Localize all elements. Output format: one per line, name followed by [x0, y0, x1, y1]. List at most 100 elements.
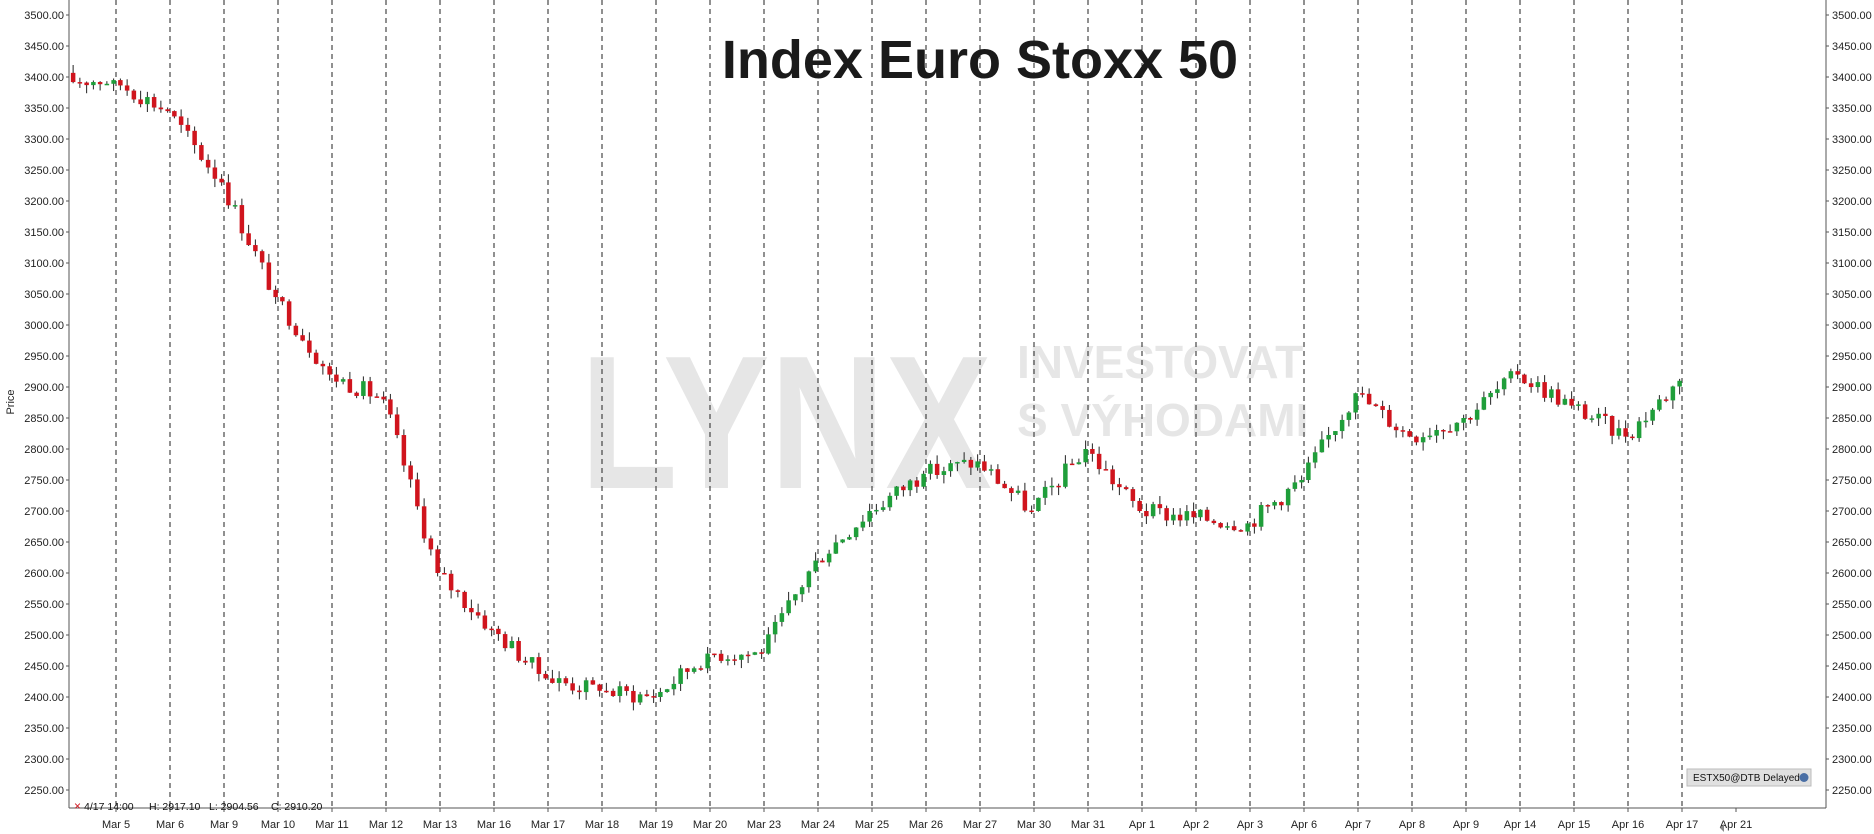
candle-up — [91, 82, 96, 86]
candle-up — [880, 507, 886, 510]
candle-up — [705, 653, 710, 669]
candle-down — [1630, 436, 1635, 439]
candle-up — [691, 668, 697, 672]
candle-down — [502, 634, 508, 649]
candle-up — [678, 668, 683, 684]
candle-down — [354, 392, 359, 396]
y-tick-label-left: 3100.00 — [24, 258, 64, 270]
candle-up — [1474, 409, 1480, 420]
candle-down — [435, 549, 440, 573]
candle-down — [1522, 374, 1527, 384]
candle-down — [1542, 382, 1547, 398]
candle-down — [415, 479, 420, 507]
candle-up — [948, 463, 953, 472]
candle-up — [1576, 404, 1581, 406]
symbol-badge[interactable]: ESTX50@DTB Delayed — [1686, 768, 1812, 787]
candle-down — [151, 97, 157, 108]
candle-up — [104, 83, 110, 86]
y-tick-label-right: 2800.00 — [1832, 444, 1872, 456]
y-tick-label-left: 2650.00 — [24, 537, 64, 549]
candle-down — [1103, 469, 1109, 471]
candle-down — [185, 124, 191, 131]
candle-down — [1191, 511, 1196, 518]
candle-up — [1353, 393, 1358, 413]
candle-down — [172, 111, 177, 117]
candle-down — [1211, 520, 1217, 524]
candle-down — [1366, 393, 1372, 405]
y-tick-label-left: 3250.00 — [24, 165, 64, 177]
candle-down — [597, 684, 602, 691]
candle-down — [293, 325, 299, 336]
candle-down — [394, 414, 400, 436]
x-tick-label: Mar 31 — [1071, 819, 1105, 831]
candle-down — [118, 80, 123, 86]
candle-down — [550, 678, 555, 683]
candle-down — [516, 640, 521, 661]
candle-up — [1292, 482, 1298, 489]
candle-down — [212, 167, 218, 179]
candle-up — [1299, 480, 1304, 483]
x-tick-label: Mar 11 — [315, 819, 348, 831]
candle-down — [1009, 488, 1014, 493]
candle-down — [901, 486, 906, 491]
candle-up — [111, 80, 116, 84]
y-tick-label-left: 2600.00 — [24, 568, 64, 580]
candle-down — [1414, 436, 1419, 443]
candle-up — [793, 594, 798, 601]
candle-down — [698, 668, 704, 670]
candle-up — [813, 560, 818, 572]
x-tick-label: Mar 30 — [1017, 819, 1051, 831]
x-tick-label: Mar 12 — [369, 819, 403, 831]
watermark-tagline-2: S VÝHODAMI — [1017, 394, 1308, 446]
candle-up — [853, 527, 859, 538]
x-date-ticks: Mar 5 Mar 6 Mar 9 Mar 10 Mar 11 Mar 12 Mar 13 M… — [102, 808, 1752, 831]
candle-down — [732, 659, 737, 661]
candle-down — [1663, 399, 1669, 401]
candle-down — [914, 480, 920, 487]
watermark-tagline-1: INVESTOVAT — [1017, 336, 1303, 388]
candle-down — [590, 680, 596, 685]
candle-down — [1265, 505, 1271, 507]
y-tick-label-right: 3050.00 — [1832, 289, 1872, 301]
candle-down — [1555, 389, 1561, 405]
candle-down — [226, 182, 231, 206]
scroll-arrow-icon[interactable] — [1720, 824, 1724, 832]
candle-down — [1238, 530, 1244, 532]
candle-up — [1083, 449, 1088, 463]
x-tick-label: Apr 2 — [1183, 819, 1209, 831]
candle-up — [1049, 485, 1055, 488]
y-tick-label-right: 3350.00 — [1832, 103, 1872, 115]
candle-down — [70, 72, 76, 83]
candle-down — [205, 159, 211, 168]
candle-down — [421, 506, 427, 539]
y-tick-label-left: 2250.00 — [24, 785, 64, 797]
y-tick-label-right: 2950.00 — [1832, 351, 1872, 363]
symbol-badge-bg — [1686, 768, 1812, 787]
y-tick-label-right: 3250.00 — [1832, 165, 1872, 177]
candle-down — [192, 130, 197, 146]
candle-up — [1549, 389, 1554, 398]
candle-up — [928, 463, 933, 474]
info-low: L: 2904.56 — [209, 801, 259, 813]
candle-down — [462, 591, 467, 608]
candle-up — [1501, 378, 1507, 390]
y-tick-label-right: 3300.00 — [1832, 134, 1872, 146]
candle-down — [475, 612, 481, 616]
candle-up — [509, 640, 515, 649]
candle-down — [199, 145, 204, 160]
y-tick-label-right: 2600.00 — [1832, 568, 1872, 580]
x-tick-label: Mar 26 — [909, 819, 943, 831]
candle-down — [1515, 371, 1520, 375]
y-tick-label-right: 3200.00 — [1832, 196, 1872, 208]
candle-up — [1427, 435, 1433, 438]
y-tick-label-left: 3400.00 — [24, 72, 64, 84]
y-tick-label-left: 2550.00 — [24, 599, 64, 611]
y-tick-label-right: 2350.00 — [1832, 723, 1872, 735]
ohlc-info-bar: × 4/17 14:00 H: 2917.10 L: 2904.56 C: 29… — [74, 799, 323, 813]
y-tick-label-right: 2500.00 — [1832, 630, 1872, 642]
candle-down — [1177, 514, 1183, 521]
x-tick-label: Mar 9 — [210, 819, 238, 831]
candle-up — [1285, 488, 1291, 506]
candle-down — [1252, 523, 1257, 527]
candle-down — [401, 435, 407, 466]
